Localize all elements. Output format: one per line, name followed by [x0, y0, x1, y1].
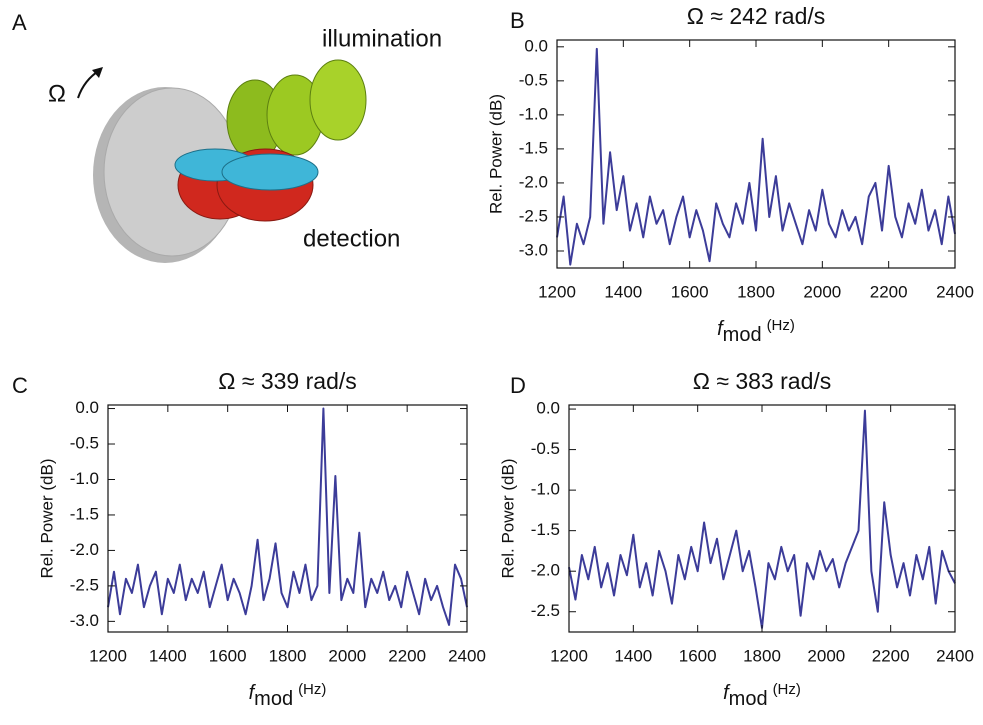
panel-label: B: [510, 8, 525, 33]
x-tick-label: 1200: [538, 282, 576, 301]
illumination-cone: [309, 59, 367, 141]
chart-title: Ω ≈ 383 rad/s: [693, 368, 832, 394]
rotation-arrowhead: [92, 67, 103, 78]
y-tick-label: -1.5: [519, 138, 548, 157]
plot-frame: [568, 404, 956, 633]
x-tick-label: 1400: [604, 282, 642, 301]
y-tick-label: -3.0: [519, 240, 548, 259]
y-tick-label: -3.0: [70, 611, 99, 630]
y-axis-label: Rel. Power (dB): [37, 459, 56, 579]
x-axis-unit: (Hz): [767, 317, 795, 334]
y-tick-label: -0.5: [531, 439, 560, 458]
x-axis-unit: (Hz): [773, 681, 801, 698]
x-tick-label: 1600: [209, 646, 247, 665]
x-tick-label: 2000: [328, 646, 366, 665]
x-tick-label: 2200: [872, 646, 910, 665]
x-tick-label: 1600: [671, 282, 709, 301]
y-tick-label: -0.5: [70, 434, 99, 453]
x-tick-label: 2000: [807, 646, 845, 665]
x-tick-label: 2200: [388, 646, 426, 665]
x-axis-symbol: f: [723, 682, 731, 704]
chart-title: Ω ≈ 242 rad/s: [687, 3, 826, 29]
y-tick-label: -2.5: [519, 206, 548, 225]
x-tick-label: 2000: [803, 282, 841, 301]
x-axis-unit: (Hz): [298, 681, 326, 698]
y-tick-label: -0.5: [519, 70, 548, 89]
panel-label: A: [12, 10, 27, 35]
x-tick-label: 2200: [870, 282, 908, 301]
illumination-label: illumination: [322, 25, 442, 52]
x-tick-label: 1800: [269, 646, 307, 665]
chart-title: Ω ≈ 339 rad/s: [218, 368, 357, 394]
x-axis-subscript: mod: [729, 688, 768, 710]
y-tick-label: -1.0: [531, 480, 560, 499]
x-axis-symbol: f: [717, 318, 725, 340]
y-tick-label: -1.0: [70, 469, 99, 488]
detection-label: detection: [303, 225, 400, 252]
x-tick-label: 1200: [550, 646, 588, 665]
plot-frame: [107, 404, 468, 633]
y-tick-label: -1.5: [531, 520, 560, 539]
y-tick-label: -1.5: [70, 504, 99, 523]
plot-frame: [556, 39, 956, 269]
y-tick-label: 0.0: [524, 36, 548, 55]
data-line: [107, 407, 468, 626]
x-tick-label: 1800: [743, 646, 781, 665]
data-line: [568, 409, 956, 629]
illustration: A Ω illumination detection: [12, 10, 442, 263]
y-tick-label: -2.5: [70, 575, 99, 594]
x-tick-label: 1800: [737, 282, 775, 301]
y-tick-label: -2.0: [70, 540, 99, 559]
y-tick-label: 0.0: [536, 399, 560, 418]
panel-label: D: [510, 373, 526, 398]
x-tick-label: 2400: [936, 282, 974, 301]
x-axis-subscript: mod: [254, 688, 293, 710]
y-axis-label: Rel. Power (dB): [486, 94, 505, 214]
data-line: [556, 47, 956, 266]
y-tick-label: -2.0: [519, 172, 548, 191]
x-tick-label: 2400: [936, 646, 974, 665]
x-tick-label: 1600: [679, 646, 717, 665]
x-tick-label: 1400: [614, 646, 652, 665]
y-tick-label: -2.5: [531, 601, 560, 620]
x-tick-label: 1400: [149, 646, 187, 665]
y-tick-label: -2.0: [531, 561, 560, 580]
x-tick-label: 1200: [89, 646, 127, 665]
x-axis-subscript: mod: [723, 324, 762, 346]
x-axis-label: fmod (Hz): [249, 681, 327, 710]
x-axis-label: fmod (Hz): [717, 317, 795, 346]
panel-label: C: [12, 373, 28, 398]
detection-cone: [221, 153, 319, 191]
x-tick-label: 2400: [448, 646, 486, 665]
omega-label: Ω: [48, 80, 66, 107]
y-axis-label: Rel. Power (dB): [498, 459, 517, 579]
y-tick-label: 0.0: [75, 398, 99, 417]
x-axis-label: fmod (Hz): [723, 681, 801, 710]
x-axis-symbol: f: [249, 682, 257, 704]
y-tick-label: -1.0: [519, 104, 548, 123]
